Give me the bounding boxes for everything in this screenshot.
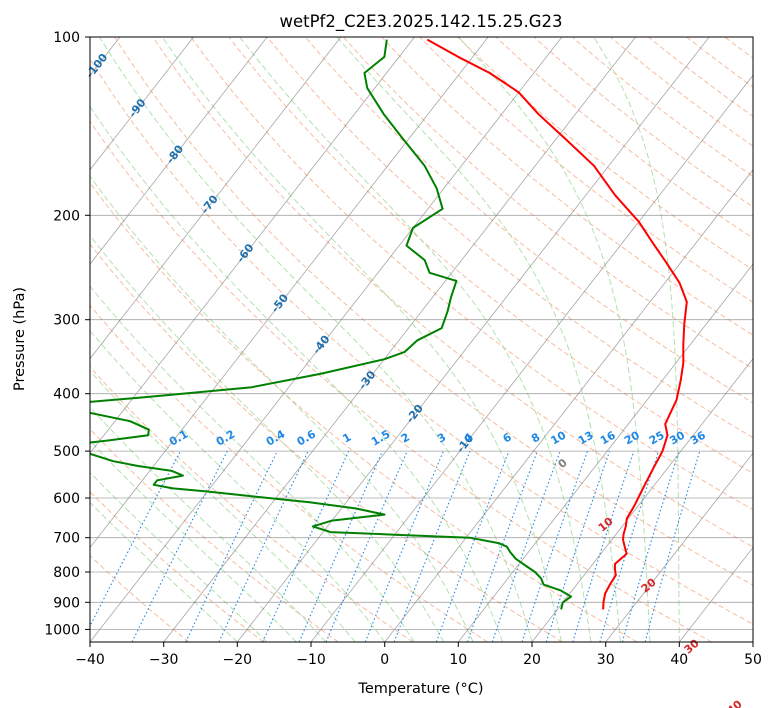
y-tick-label: 800 (53, 565, 80, 581)
isotherm-line (90, 37, 563, 642)
moist-adiabat-line (98, 37, 533, 642)
y-tick-label: 200 (53, 208, 80, 224)
moist-adiabat-line (336, 37, 621, 642)
mixing-ratio-line (545, 450, 611, 642)
dry-adiabat-line (571, 37, 753, 177)
isotherm-line (90, 37, 268, 265)
axis-ticks: −40 −30 −20 −10 0 10 20 30 40 50 100 200 300 400 500 60… (44, 30, 762, 668)
mixing-ratio-line (466, 450, 538, 642)
x-tick-label: −20 (223, 652, 253, 668)
dewpoint-profile (90, 39, 573, 610)
dry-adiabat-line (90, 304, 488, 642)
y-tick-label: 400 (53, 387, 80, 403)
x-tick-label: 10 (449, 652, 467, 668)
y-tick-label: 1000 (44, 622, 80, 638)
x-tick-label: −40 (75, 652, 105, 668)
x-tick-label: −30 (149, 652, 179, 668)
y-tick-label: 500 (53, 444, 80, 460)
mixing-ratio-line (521, 450, 589, 642)
isotherm-line (457, 263, 753, 642)
dry-adiabat-line (90, 120, 712, 642)
x-tick-label: 40 (670, 652, 688, 668)
isotherm-line (531, 358, 753, 642)
dry-adiabat-line (190, 37, 753, 511)
moist-adiabat-line (90, 234, 445, 642)
mixing-ratio-line (599, 450, 660, 642)
mixing-ratio-line (262, 450, 350, 642)
x-tick-label: −10 (296, 652, 326, 668)
mixing-ratio-line (491, 450, 561, 642)
isotherm-line (384, 169, 753, 642)
mixing-ratio-line (621, 450, 680, 642)
moist-adiabat-line (90, 105, 503, 642)
moist-adiabat-line (90, 330, 386, 642)
moist-adiabat-line (161, 37, 562, 642)
isotherm-line (163, 37, 636, 642)
dry-adiabat-line (90, 58, 753, 625)
dry-adiabat-line (90, 366, 414, 642)
dry-adiabat-line (152, 37, 753, 548)
x-tick-label: 0 (380, 652, 389, 668)
dry-adiabat-line (457, 37, 753, 271)
chart-title: wetPf2_C2E3.2025.142.15.25.G23 (279, 12, 562, 32)
dry-adiabat-line (304, 37, 753, 404)
y-tick-label: 900 (53, 595, 80, 611)
x-tick-label: 30 (597, 652, 615, 668)
y-tick-label: 600 (53, 491, 80, 507)
y-tick-label: 100 (53, 30, 80, 46)
moist-adiabat-line (593, 37, 680, 642)
x-tick-label: 20 (523, 652, 541, 668)
y-axis-title: Pressure (hPa) (12, 287, 28, 391)
mixing-ratio-line (298, 450, 384, 642)
isotherm-line (236, 37, 710, 642)
dry-adiabat-line (533, 37, 753, 208)
moist-adiabat-line (90, 285, 415, 642)
moist-adiabat-line (90, 440, 297, 642)
dry-adiabat-label: 40 (725, 697, 745, 708)
x-axis-title: Temperature (°C) (357, 681, 483, 697)
mixing-ratio-line (218, 450, 309, 642)
mixing-ratio-line (572, 450, 635, 642)
y-tick-label: 300 (53, 313, 80, 329)
dry-adiabat-line (381, 37, 753, 336)
moist-adiabat-line (90, 175, 474, 642)
dry-adiabat-line (114, 37, 753, 586)
plot-frame (89, 36, 754, 643)
moist-adiabat-line (458, 37, 651, 642)
temperature-profile (426, 38, 688, 610)
mixing-ratio-line (185, 450, 278, 642)
isotherm-line (605, 452, 753, 642)
isotherm-line (90, 37, 342, 360)
isotherm-line (90, 37, 194, 171)
dry-adiabat-line (266, 37, 753, 439)
x-tick-label: 50 (744, 652, 762, 668)
mixing-ratio-line (325, 450, 408, 642)
dry-adiabat-line (90, 428, 339, 642)
moist-adiabat-line (90, 370, 356, 642)
plot-lines (90, 37, 753, 642)
isotherm-line (310, 74, 753, 642)
y-tick-label: 700 (53, 531, 80, 547)
isotherm-line (90, 37, 489, 549)
dry-adiabat-line (343, 37, 753, 370)
mixing-ratio-line (644, 450, 701, 642)
isotherm-line (90, 37, 415, 454)
dry-adiabat-line (495, 37, 753, 239)
